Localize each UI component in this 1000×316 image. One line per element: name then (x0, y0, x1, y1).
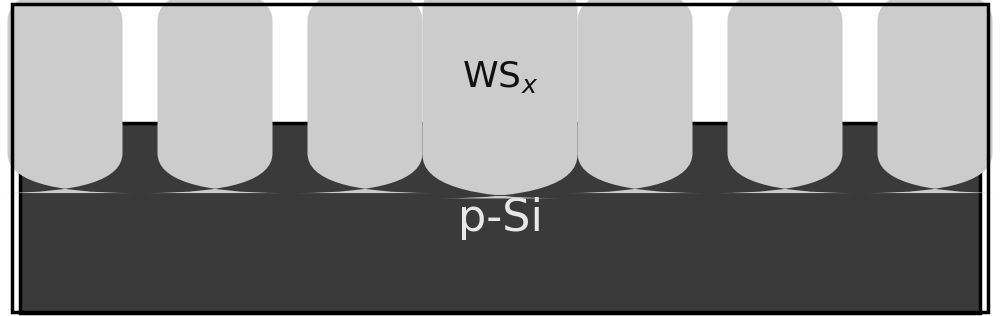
FancyBboxPatch shape (20, 123, 980, 313)
FancyBboxPatch shape (866, 0, 1000, 193)
FancyBboxPatch shape (296, 0, 434, 193)
FancyBboxPatch shape (716, 0, 854, 193)
FancyBboxPatch shape (146, 0, 284, 193)
Text: p-Si: p-Si (458, 197, 542, 240)
FancyBboxPatch shape (0, 0, 134, 193)
FancyBboxPatch shape (566, 0, 704, 193)
Text: WS$_x$: WS$_x$ (462, 59, 538, 95)
FancyBboxPatch shape (422, 0, 578, 198)
